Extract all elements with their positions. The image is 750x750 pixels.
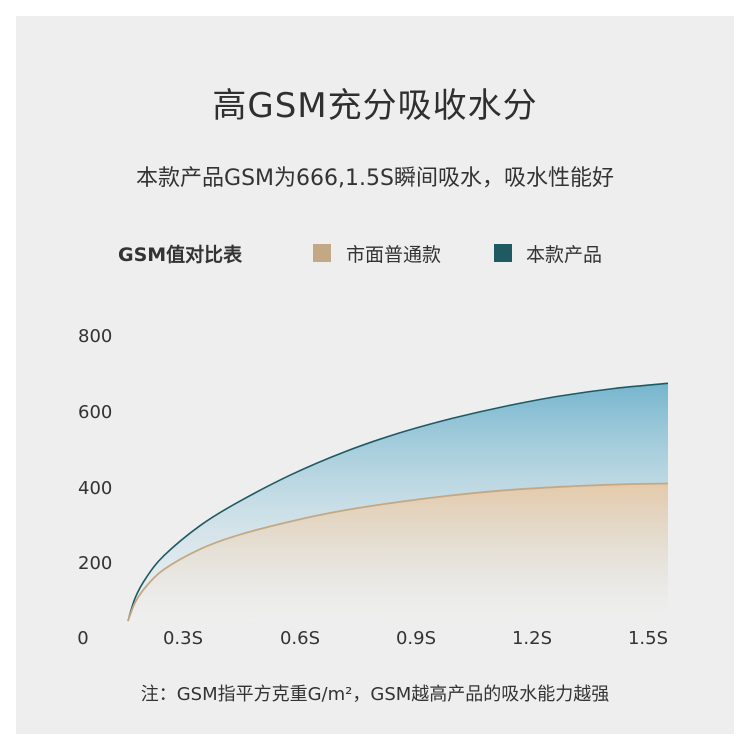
x-tick-label: 0.9S: [396, 628, 436, 649]
legend-label-market: 市面普通款: [346, 244, 442, 266]
page-title: 高GSM充分吸收水分: [212, 86, 538, 126]
footnote: 注：GSM指平方克重G/m²，GSM越高产品的吸水能力越强: [140, 684, 610, 705]
page-subtitle: 本款产品GSM为666,1.5S瞬间吸水，吸水性能好: [136, 166, 614, 191]
legend-label-product: 本款产品: [526, 244, 603, 266]
x-tick-label: 0: [77, 628, 88, 649]
x-tick-label: 1.2S: [512, 628, 552, 649]
legend-swatch-market: [313, 244, 331, 262]
area-market: [128, 483, 668, 621]
legend-swatch-product: [494, 244, 512, 262]
y-tick-label: 400: [78, 478, 112, 499]
line-market: [127, 482, 669, 622]
legend-title: GSM值对比表: [118, 244, 243, 266]
x-tick-label: 0.3S: [163, 628, 203, 649]
x-tick-label: 1.5S: [628, 628, 668, 649]
line-product: [127, 382, 669, 622]
y-tick-label: 600: [78, 402, 112, 423]
y-tick-label: 800: [78, 326, 112, 347]
y-tick-label: 200: [78, 553, 112, 574]
x-tick-label: 0.6S: [280, 628, 320, 649]
